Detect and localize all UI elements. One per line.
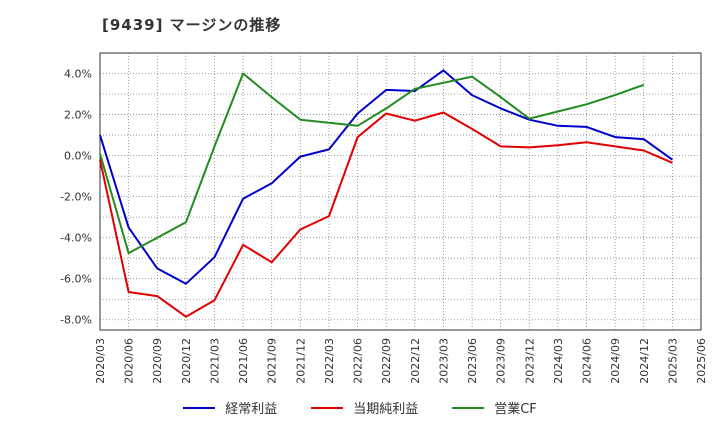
x-tick-label: 2023/09 — [495, 338, 508, 384]
x-tick-label: 2021/12 — [294, 338, 307, 384]
x-tick-label: 2024/09 — [609, 338, 622, 384]
series-line-1 — [99, 111, 673, 318]
legend-label-series-2: 営業CF — [494, 402, 537, 417]
x-tick-label: 2025/06 — [695, 338, 708, 384]
x-tick-label: 2020/12 — [180, 338, 193, 384]
y-tick-label: 0.0% — [64, 150, 92, 163]
legend-swatch-series-0 — [183, 406, 216, 409]
x-tick-label: 2021/06 — [237, 338, 250, 384]
x-tick-label: 2023/03 — [437, 338, 450, 384]
x-tick-label: 2020/09 — [151, 338, 164, 384]
series-line-0 — [99, 69, 673, 285]
legend-swatch-series-1 — [311, 406, 344, 409]
x-tick-label: 2024/06 — [581, 338, 594, 384]
legend-item-series-0: 経常利益 — [183, 398, 277, 417]
x-tick-label: 2022/12 — [409, 338, 422, 384]
x-tick-label: 2025/03 — [666, 338, 679, 384]
y-tick-label: -2.0% — [60, 191, 92, 204]
series-line-2 — [99, 72, 645, 255]
x-tick-label: 2024/12 — [638, 338, 651, 384]
legend-item-series-2: 営業CF — [452, 398, 537, 417]
x-tick-label: 2023/12 — [523, 338, 536, 384]
x-tick-label: 2020/06 — [123, 338, 136, 384]
x-tick-label: 2022/06 — [352, 338, 365, 384]
x-tick-label: 2020/03 — [94, 338, 107, 384]
legend-label-series-0: 経常利益 — [225, 402, 278, 417]
y-tick-label: 2.0% — [64, 109, 92, 122]
legend-swatch-series-2 — [452, 406, 485, 409]
x-tick-label: 2021/09 — [266, 338, 279, 384]
x-tick-label: 2022/03 — [323, 338, 336, 384]
y-tick-label: -4.0% — [60, 232, 92, 245]
x-tick-label: 2023/06 — [466, 338, 479, 384]
y-tick-label: -6.0% — [60, 273, 92, 286]
plot-area-border — [99, 52, 702, 331]
legend-label-series-1: 当期純利益 — [353, 402, 419, 417]
y-tick-label: 4.0% — [64, 68, 92, 81]
x-tick-label: 2024/03 — [552, 338, 565, 384]
legend-item-series-1: 当期純利益 — [311, 398, 418, 417]
x-tick-label: 2022/09 — [380, 338, 393, 384]
chart-title: [9439] マージンの推移 — [102, 16, 282, 34]
x-tick-label: 2021/03 — [208, 338, 221, 384]
y-tick-label: -8.0% — [60, 314, 92, 327]
legend: 経常利益 当期純利益 営業CF — [0, 398, 720, 417]
